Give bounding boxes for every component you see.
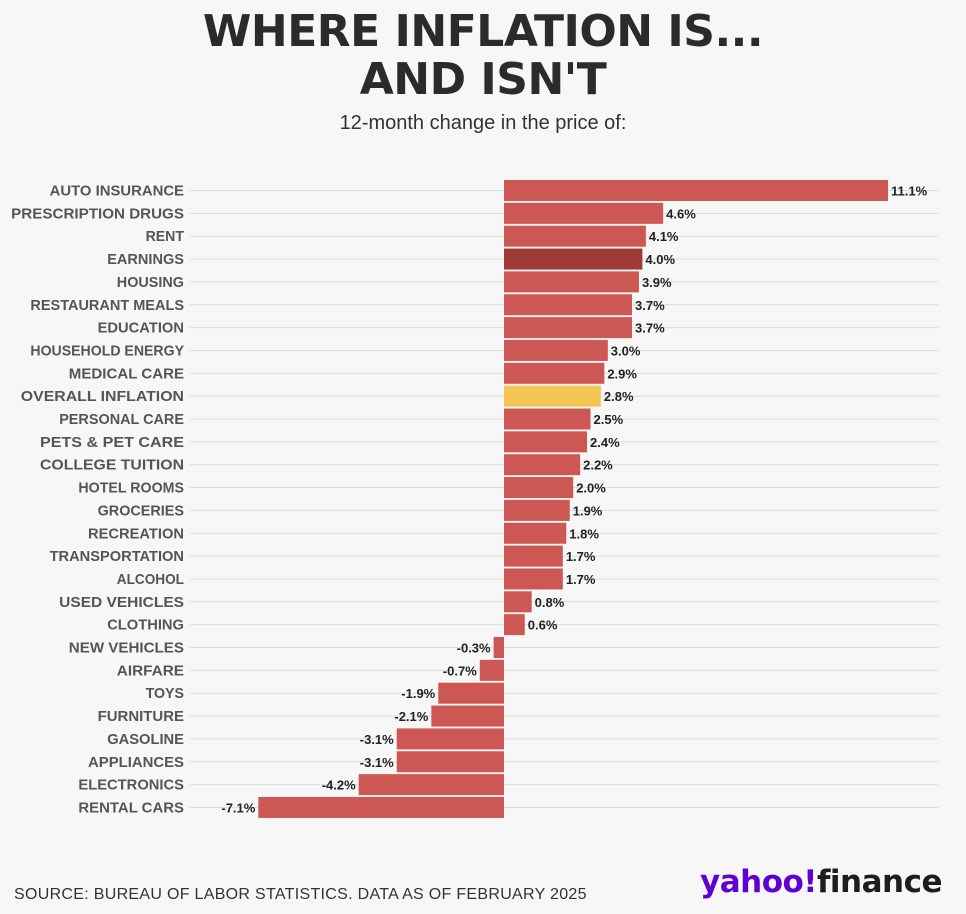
logo-finance: finance	[816, 864, 943, 900]
category-label: AUTO INSURANCE	[50, 183, 184, 200]
value-label: -3.1%	[360, 732, 394, 747]
bar	[396, 728, 504, 750]
value-label: -3.1%	[360, 755, 394, 770]
value-label: 1.8%	[569, 526, 599, 541]
bar	[504, 477, 574, 499]
category-label: TRANSPORTATION	[50, 548, 184, 565]
bar	[504, 248, 643, 270]
value-label: 1.7%	[566, 549, 596, 564]
bar	[504, 317, 633, 339]
category-label: EDUCATION	[98, 320, 184, 337]
bar	[493, 637, 504, 658]
value-label: 2.9%	[607, 366, 637, 381]
value-label: 11.1%	[891, 184, 928, 199]
category-label: HOTEL ROOMS	[78, 480, 184, 497]
title-line-2: AND ISN'T	[359, 54, 607, 105]
value-label: 3.7%	[635, 321, 665, 336]
category-label: NEW VEHICLES	[69, 640, 184, 657]
source-note: SOURCE: BUREAU OF LABOR STATISTICS. DATA…	[14, 886, 587, 903]
bar	[504, 614, 525, 636]
category-label: EARNINGS	[107, 251, 184, 268]
bar	[431, 705, 504, 727]
bar-chart: AUTO INSURANCE 11.1% PRESCRIPTION DRUGS 4.6…	[11, 180, 938, 818]
category-label: PETS & PET CARE	[40, 434, 184, 451]
value-label: 2.8%	[604, 389, 634, 404]
value-label: 2.2%	[583, 458, 613, 473]
bar	[504, 522, 567, 544]
value-label: 1.9%	[573, 503, 603, 518]
category-label: APPLIANCES	[88, 754, 184, 771]
value-label: 1.7%	[566, 572, 596, 587]
bar	[504, 339, 608, 361]
bar	[504, 408, 591, 430]
value-label: -7.1%	[221, 800, 255, 815]
category-label: RESTAURANT MEALS	[30, 297, 184, 314]
category-label: HOUSEHOLD ENERGY	[30, 342, 184, 359]
yahoo-finance-logo: yahoo!finance	[700, 864, 943, 900]
category-label: RENT	[146, 228, 184, 245]
bar	[358, 774, 504, 796]
title-line-1: WHERE INFLATION IS...	[202, 6, 764, 57]
category-label: MEDICAL CARE	[69, 365, 184, 382]
value-label: -0.7%	[443, 663, 477, 678]
value-label: 2.0%	[576, 481, 606, 496]
value-label: 3.7%	[635, 298, 665, 313]
category-label: ELECTRONICS	[78, 777, 184, 794]
bar	[504, 271, 639, 293]
category-label: TOYS	[146, 685, 184, 702]
bar	[504, 225, 646, 247]
category-label: COLLEGE TUITION	[40, 457, 184, 474]
bar	[479, 659, 504, 681]
category-label: PERSONAL CARE	[59, 411, 184, 428]
bar	[504, 431, 588, 453]
value-label: 3.0%	[611, 343, 641, 358]
bar	[504, 499, 570, 521]
bar	[504, 362, 605, 384]
value-label: 3.9%	[642, 275, 672, 290]
category-label: GROCERIES	[98, 502, 184, 519]
category-label: CLOTHING	[107, 617, 184, 634]
bar	[438, 682, 504, 704]
category-label: OVERALL INFLATION	[21, 388, 184, 405]
bar	[396, 751, 504, 773]
bar	[504, 568, 563, 590]
value-label: -4.2%	[322, 778, 356, 793]
value-label: -2.1%	[394, 709, 428, 724]
value-label: 0.6%	[528, 618, 558, 633]
category-label: AIRFARE	[117, 662, 184, 679]
category-label: RECREATION	[88, 525, 184, 542]
bar	[504, 591, 532, 613]
value-label: -0.3%	[457, 641, 491, 656]
bar	[258, 796, 504, 818]
bar	[504, 454, 581, 476]
category-label: PRESCRIPTION DRUGS	[11, 205, 184, 222]
category-label: FURNITURE	[98, 708, 184, 725]
category-label: GASOLINE	[107, 731, 184, 748]
category-label: HOUSING	[117, 274, 184, 291]
bar	[504, 294, 633, 316]
value-label: 4.6%	[666, 206, 696, 221]
bar	[504, 180, 889, 201]
value-label: 2.5%	[594, 412, 624, 427]
value-label: 4.0%	[645, 252, 675, 267]
value-label: 4.1%	[649, 229, 679, 244]
bar	[504, 545, 563, 567]
logo-yahoo: yahoo!	[700, 864, 817, 900]
chart-subtitle: 12-month change in the price of:	[339, 112, 627, 134]
chart-title: WHERE INFLATION IS... AND ISN'T	[0, 8, 966, 104]
category-label: RENTAL CARS	[78, 799, 184, 816]
category-label: ALCOHOL	[117, 571, 184, 588]
value-label: 0.8%	[535, 595, 565, 610]
bar	[504, 202, 664, 224]
value-label: 2.4%	[590, 435, 620, 450]
bar	[504, 385, 601, 407]
value-label: -1.9%	[401, 686, 435, 701]
category-label: USED VEHICLES	[59, 594, 184, 611]
